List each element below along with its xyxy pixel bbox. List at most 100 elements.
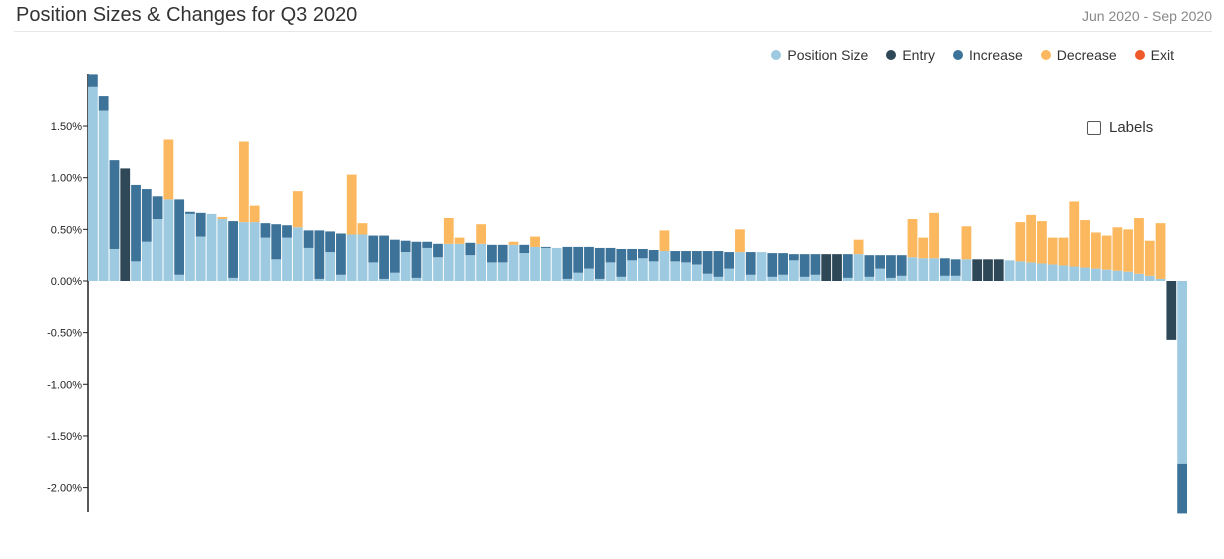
bar-decrease[interactable] — [454, 237, 465, 244]
bar-increase[interactable] — [195, 212, 206, 237]
bar-position-size[interactable] — [346, 234, 357, 281]
bar-position-size[interactable] — [961, 259, 972, 281]
bar-position-size[interactable] — [929, 258, 939, 281]
bar-increase[interactable] — [638, 248, 648, 259]
bar-position-size[interactable] — [810, 274, 821, 281]
bar-decrease[interactable] — [907, 219, 918, 258]
bar-position-size[interactable] — [422, 247, 433, 281]
bar-increase[interactable] — [691, 251, 702, 265]
bar-increase[interactable] — [810, 254, 821, 275]
labels-toggle[interactable]: Labels — [1087, 119, 1153, 136]
bar-position-size[interactable] — [907, 257, 918, 281]
bar-position-size[interactable] — [788, 260, 799, 281]
bar-position-size[interactable] — [141, 241, 152, 281]
bar-increase[interactable] — [131, 184, 141, 262]
bar-increase[interactable] — [605, 247, 616, 263]
bar-position-size[interactable] — [271, 259, 282, 281]
bar-position-size[interactable] — [98, 110, 109, 281]
bar-position-size[interactable] — [325, 252, 336, 281]
bar-decrease[interactable] — [217, 216, 228, 220]
bar-position-size[interactable] — [540, 247, 551, 281]
bar-decrease[interactable] — [1080, 220, 1090, 268]
bar-position-size[interactable] — [799, 276, 810, 281]
bar-decrease[interactable] — [476, 224, 487, 244]
bar-position-size[interactable] — [1047, 264, 1058, 281]
bar-position-size[interactable] — [1155, 278, 1166, 281]
bar-increase[interactable] — [939, 258, 950, 276]
bar-decrease[interactable] — [1155, 223, 1166, 279]
bar-increase[interactable] — [303, 230, 314, 248]
bar-increase[interactable] — [627, 248, 637, 261]
bar-position-size[interactable] — [1144, 275, 1155, 281]
bar-position-size[interactable] — [174, 274, 185, 281]
bar-position-size[interactable] — [454, 243, 465, 281]
bar-position-size[interactable] — [152, 219, 163, 281]
bar-position-size[interactable] — [627, 260, 637, 281]
bar-position-size[interactable] — [1090, 268, 1101, 281]
bar-increase[interactable] — [497, 244, 508, 263]
bar-position-size[interactable] — [433, 257, 443, 281]
bar-position-size[interactable] — [282, 237, 292, 281]
bar-decrease[interactable] — [961, 226, 972, 260]
bar-entry[interactable] — [832, 254, 842, 281]
bar-position-size[interactable] — [918, 258, 929, 281]
bar-position-size[interactable] — [950, 275, 961, 281]
bar-decrease[interactable] — [238, 141, 249, 223]
bar-position-size[interactable] — [605, 262, 616, 281]
bar-position-size[interactable] — [724, 268, 735, 281]
bar-position-size[interactable] — [713, 276, 724, 281]
bar-increase[interactable] — [487, 244, 497, 263]
legend-item-position-size[interactable]: Position Size — [771, 47, 868, 63]
legend-item-exit[interactable]: Exit — [1134, 47, 1174, 63]
bar-position-size[interactable] — [1177, 281, 1187, 464]
bar-decrease[interactable] — [1058, 237, 1069, 266]
bar-position-size[interactable] — [508, 244, 519, 281]
bar-increase[interactable] — [433, 243, 443, 258]
bar-decrease[interactable] — [357, 223, 368, 235]
bar-position-size[interactable] — [379, 278, 389, 281]
bar-position-size[interactable] — [573, 272, 584, 281]
bar-decrease[interactable] — [659, 230, 670, 252]
bar-position-size[interactable] — [1101, 269, 1112, 281]
bar-position-size[interactable] — [886, 277, 896, 281]
bar-increase[interactable] — [314, 230, 325, 279]
legend-item-increase[interactable]: Increase — [953, 47, 1023, 63]
bar-increase[interactable] — [573, 246, 584, 273]
bar-increase[interactable] — [228, 221, 238, 278]
bar-increase[interactable] — [864, 255, 875, 277]
bar-entry[interactable] — [1166, 281, 1177, 340]
bar-position-size[interactable] — [238, 222, 249, 281]
labels-checkbox[interactable] — [1087, 120, 1101, 135]
bar-increase[interactable] — [336, 233, 346, 275]
bar-increase[interactable] — [282, 225, 292, 238]
bar-decrease[interactable] — [853, 239, 864, 255]
bar-decrease[interactable] — [735, 229, 745, 253]
bar-position-size[interactable] — [1112, 270, 1123, 281]
bar-position-size[interactable] — [131, 261, 141, 281]
bar-decrease[interactable] — [1123, 229, 1134, 272]
bar-entry[interactable] — [821, 254, 832, 281]
bar-position-size[interactable] — [88, 86, 98, 281]
bar-position-size[interactable] — [357, 234, 368, 281]
bar-decrease[interactable] — [292, 191, 303, 228]
bar-position-size[interactable] — [530, 246, 540, 281]
bar-position-size[interactable] — [875, 268, 886, 281]
bar-position-size[interactable] — [336, 274, 346, 281]
bar-position-size[interactable] — [443, 243, 454, 281]
bar-increase[interactable] — [368, 235, 379, 263]
bar-decrease[interactable] — [249, 205, 260, 223]
bar-position-size[interactable] — [389, 272, 400, 281]
bar-decrease[interactable] — [443, 217, 454, 244]
bar-position-size[interactable] — [1134, 273, 1144, 281]
bar-decrease[interactable] — [1047, 237, 1058, 265]
bar-position-size[interactable] — [681, 262, 691, 281]
bar-increase[interactable] — [648, 250, 659, 262]
bar-position-size[interactable] — [314, 278, 325, 281]
bar-decrease[interactable] — [1144, 240, 1155, 276]
bar-increase[interactable] — [745, 252, 756, 275]
bar-position-size[interactable] — [1026, 262, 1037, 281]
bar-position-size[interactable] — [562, 278, 573, 281]
bar-position-size[interactable] — [1004, 260, 1015, 281]
bar-position-size[interactable] — [368, 262, 379, 281]
bar-increase[interactable] — [767, 253, 778, 277]
